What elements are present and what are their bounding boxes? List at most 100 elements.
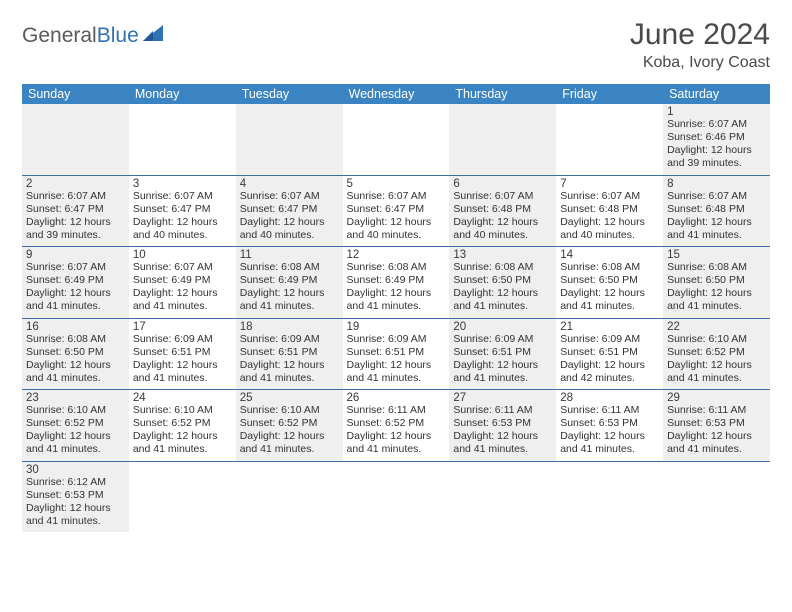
info-line: Sunrise: 6:08 AM <box>26 333 125 346</box>
day-number: 19 <box>347 321 446 333</box>
info-line: Daylight: 12 hours <box>453 287 552 300</box>
info-line: Daylight: 12 hours <box>453 359 552 372</box>
info-line: Sunset: 6:50 PM <box>26 346 125 359</box>
info-line: Sunset: 6:51 PM <box>240 346 339 359</box>
info-line: Sunrise: 6:09 AM <box>133 333 232 346</box>
day-info: Sunrise: 6:07 AMSunset: 6:47 PMDaylight:… <box>133 190 232 243</box>
day-number: 15 <box>667 249 766 261</box>
info-line: Daylight: 12 hours <box>560 216 659 229</box>
calendar-day-cell: 11Sunrise: 6:08 AMSunset: 6:49 PMDayligh… <box>236 247 343 319</box>
day-number: 11 <box>240 249 339 261</box>
calendar-body: 1Sunrise: 6:07 AMSunset: 6:46 PMDaylight… <box>22 104 770 532</box>
info-line: Sunrise: 6:07 AM <box>667 118 766 131</box>
info-line: and 41 minutes. <box>453 300 552 313</box>
day-info: Sunrise: 6:08 AMSunset: 6:50 PMDaylight:… <box>667 261 766 314</box>
location-label: Koba, Ivory Coast <box>630 54 770 72</box>
day-number: 21 <box>560 321 659 333</box>
info-line: Sunrise: 6:11 AM <box>453 404 552 417</box>
info-line: Sunset: 6:49 PM <box>347 274 446 287</box>
info-line: and 41 minutes. <box>133 443 232 456</box>
info-line: Daylight: 12 hours <box>667 359 766 372</box>
calendar-day-cell: 19Sunrise: 6:09 AMSunset: 6:51 PMDayligh… <box>343 318 450 390</box>
day-info: Sunrise: 6:07 AMSunset: 6:47 PMDaylight:… <box>347 190 446 243</box>
info-line: Daylight: 12 hours <box>347 359 446 372</box>
calendar-day-cell: 13Sunrise: 6:08 AMSunset: 6:50 PMDayligh… <box>449 247 556 319</box>
info-line: and 41 minutes. <box>347 300 446 313</box>
calendar-day-cell: 27Sunrise: 6:11 AMSunset: 6:53 PMDayligh… <box>449 390 556 462</box>
info-line: Sunset: 6:47 PM <box>26 203 125 216</box>
info-line: Daylight: 12 hours <box>240 430 339 443</box>
info-line: and 41 minutes. <box>347 443 446 456</box>
info-line: Sunrise: 6:07 AM <box>26 261 125 274</box>
day-info: Sunrise: 6:08 AMSunset: 6:50 PMDaylight:… <box>453 261 552 314</box>
day-number: 18 <box>240 321 339 333</box>
info-line: and 41 minutes. <box>26 300 125 313</box>
day-header: Wednesday <box>343 84 450 104</box>
info-line: and 41 minutes. <box>240 372 339 385</box>
calendar-week-row: 16Sunrise: 6:08 AMSunset: 6:50 PMDayligh… <box>22 318 770 390</box>
info-line: Sunrise: 6:07 AM <box>560 190 659 203</box>
info-line: Sunset: 6:48 PM <box>453 203 552 216</box>
info-line: Sunrise: 6:09 AM <box>560 333 659 346</box>
day-number: 13 <box>453 249 552 261</box>
calendar-day-cell: 14Sunrise: 6:08 AMSunset: 6:50 PMDayligh… <box>556 247 663 319</box>
info-line: Sunset: 6:51 PM <box>133 346 232 359</box>
logo-sail-icon <box>141 23 165 43</box>
day-info: Sunrise: 6:11 AMSunset: 6:53 PMDaylight:… <box>453 404 552 457</box>
blank-cell <box>343 461 450 532</box>
info-line: Sunset: 6:51 PM <box>560 346 659 359</box>
day-number: 8 <box>667 178 766 190</box>
day-info: Sunrise: 6:08 AMSunset: 6:50 PMDaylight:… <box>560 261 659 314</box>
empty-cell <box>22 104 129 175</box>
info-line: Sunset: 6:53 PM <box>560 417 659 430</box>
info-line: Sunset: 6:52 PM <box>26 417 125 430</box>
info-line: Sunrise: 6:08 AM <box>347 261 446 274</box>
day-number: 9 <box>26 249 125 261</box>
empty-cell <box>343 104 450 175</box>
day-number: 24 <box>133 392 232 404</box>
day-number: 22 <box>667 321 766 333</box>
info-line: and 41 minutes. <box>667 229 766 242</box>
info-line: and 41 minutes. <box>560 300 659 313</box>
day-header: Monday <box>129 84 236 104</box>
day-number: 2 <box>26 178 125 190</box>
info-line: and 41 minutes. <box>133 300 232 313</box>
info-line: and 40 minutes. <box>240 229 339 242</box>
day-info: Sunrise: 6:07 AMSunset: 6:49 PMDaylight:… <box>133 261 232 314</box>
day-number: 3 <box>133 178 232 190</box>
day-header: Friday <box>556 84 663 104</box>
blank-cell <box>129 461 236 532</box>
info-line: Sunset: 6:49 PM <box>133 274 232 287</box>
info-line: Sunrise: 6:10 AM <box>26 404 125 417</box>
day-number: 29 <box>667 392 766 404</box>
day-number: 6 <box>453 178 552 190</box>
info-line: and 41 minutes. <box>667 443 766 456</box>
info-line: Sunrise: 6:08 AM <box>240 261 339 274</box>
day-info: Sunrise: 6:07 AMSunset: 6:49 PMDaylight:… <box>26 261 125 314</box>
info-line: Sunrise: 6:09 AM <box>453 333 552 346</box>
info-line: and 41 minutes. <box>240 300 339 313</box>
calendar-day-cell: 9Sunrise: 6:07 AMSunset: 6:49 PMDaylight… <box>22 247 129 319</box>
info-line: Sunset: 6:47 PM <box>347 203 446 216</box>
info-line: Daylight: 12 hours <box>667 430 766 443</box>
info-line: Daylight: 12 hours <box>667 144 766 157</box>
info-line: Daylight: 12 hours <box>560 359 659 372</box>
day-info: Sunrise: 6:11 AMSunset: 6:52 PMDaylight:… <box>347 404 446 457</box>
calendar-day-cell: 25Sunrise: 6:10 AMSunset: 6:52 PMDayligh… <box>236 390 343 462</box>
info-line: and 41 minutes. <box>347 372 446 385</box>
info-line: Daylight: 12 hours <box>240 216 339 229</box>
calendar-day-cell: 24Sunrise: 6:10 AMSunset: 6:52 PMDayligh… <box>129 390 236 462</box>
blank-cell <box>236 461 343 532</box>
calendar-week-row: 1Sunrise: 6:07 AMSunset: 6:46 PMDaylight… <box>22 104 770 175</box>
calendar-day-cell: 5Sunrise: 6:07 AMSunset: 6:47 PMDaylight… <box>343 175 450 247</box>
calendar-day-cell: 7Sunrise: 6:07 AMSunset: 6:48 PMDaylight… <box>556 175 663 247</box>
info-line: and 40 minutes. <box>347 229 446 242</box>
day-number: 27 <box>453 392 552 404</box>
day-info: Sunrise: 6:11 AMSunset: 6:53 PMDaylight:… <box>667 404 766 457</box>
calendar-week-row: 9Sunrise: 6:07 AMSunset: 6:49 PMDaylight… <box>22 247 770 319</box>
info-line: Daylight: 12 hours <box>453 430 552 443</box>
info-line: Daylight: 12 hours <box>133 287 232 300</box>
info-line: Sunrise: 6:07 AM <box>667 190 766 203</box>
calendar-day-cell: 22Sunrise: 6:10 AMSunset: 6:52 PMDayligh… <box>663 318 770 390</box>
calendar-week-row: 2Sunrise: 6:07 AMSunset: 6:47 PMDaylight… <box>22 175 770 247</box>
